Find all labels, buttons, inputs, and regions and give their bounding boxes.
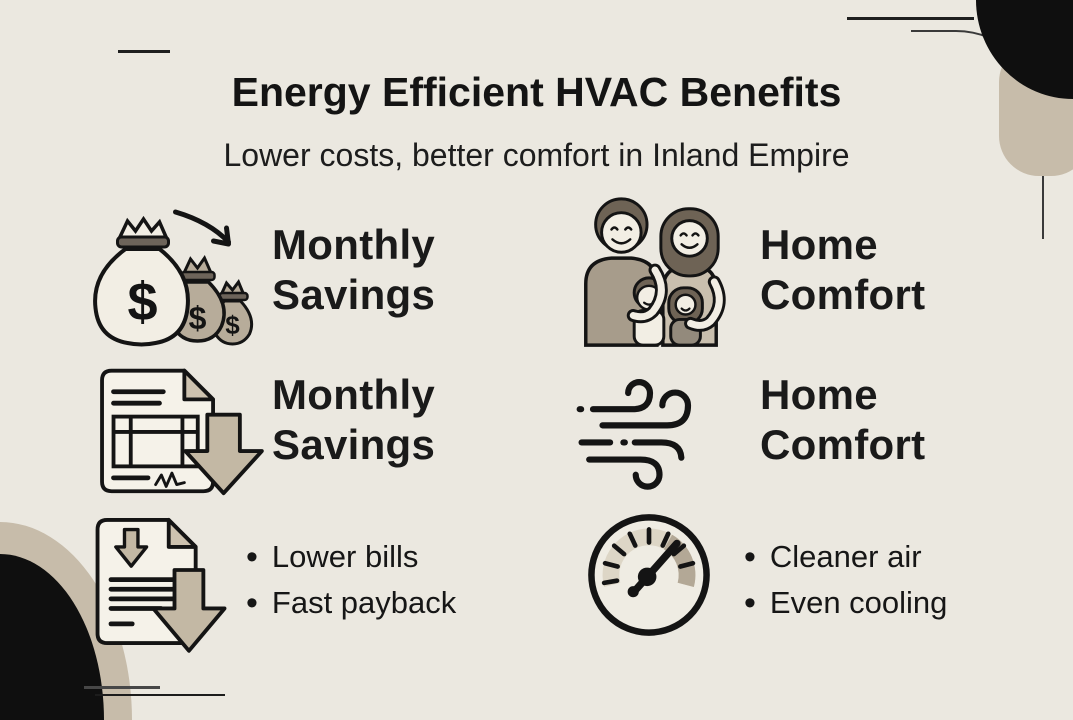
benefit-title-line: Savings xyxy=(272,421,436,468)
bullet-text: Even cooling xyxy=(769,585,948,620)
page-subtitle: Lower costs, better comfort in Inland Em… xyxy=(223,137,850,173)
benefit-title-line: Comfort xyxy=(760,421,926,468)
benefit-title-line: Monthly xyxy=(272,221,436,268)
accent-line-top-right xyxy=(847,17,974,20)
benefit-bullets-savings: • Lower bills • Fast payback xyxy=(246,534,456,626)
money-bags-icon: $ $ $ xyxy=(78,198,256,348)
invoice-down-arrow-icon xyxy=(90,363,272,497)
benefit-bullets-comfort: • Cleaner air • Even cooling xyxy=(744,534,947,626)
family-icon xyxy=(566,194,734,348)
benefit-title-line: Monthly xyxy=(272,371,436,418)
svg-text:$: $ xyxy=(127,272,157,332)
svg-text:$: $ xyxy=(189,300,207,336)
accent-line-top-left xyxy=(118,50,170,53)
benefit-title-home-comfort-1: Home Comfort xyxy=(760,220,925,320)
benefit-title-monthly-savings-1: Monthly Savings xyxy=(272,220,435,320)
bullet-item: • Cleaner air xyxy=(744,534,947,580)
bullet-item: • Fast payback xyxy=(246,580,456,626)
benefit-title-line: Savings xyxy=(272,271,436,318)
bullet-text: Cleaner air xyxy=(769,539,922,574)
page-title: Energy Efficient HVAC Benefits xyxy=(231,69,842,116)
bullet-dot: • xyxy=(246,538,258,576)
bullet-item: • Even cooling xyxy=(744,580,947,626)
document-download-icon xyxy=(86,510,238,655)
accent-line-bottom-left-2 xyxy=(95,694,225,696)
benefit-title-line: Home xyxy=(760,221,878,268)
accent-line-bottom-left-1 xyxy=(84,686,160,689)
wind-icon xyxy=(574,374,726,490)
benefit-title-line: Home xyxy=(760,371,878,418)
bullet-text: Fast payback xyxy=(271,585,457,620)
benefit-title-home-comfort-2: Home Comfort xyxy=(760,370,925,470)
bullet-dot: • xyxy=(744,584,756,622)
svg-text:$: $ xyxy=(225,310,240,340)
bullet-item: • Lower bills xyxy=(246,534,456,580)
benefit-title-monthly-savings-2: Monthly Savings xyxy=(272,370,435,470)
bullet-dot: • xyxy=(744,538,756,576)
benefit-title-line: Comfort xyxy=(760,271,926,318)
bullet-dot: • xyxy=(246,584,258,622)
gauge-icon xyxy=(584,510,714,640)
bullet-text: Lower bills xyxy=(271,539,419,574)
